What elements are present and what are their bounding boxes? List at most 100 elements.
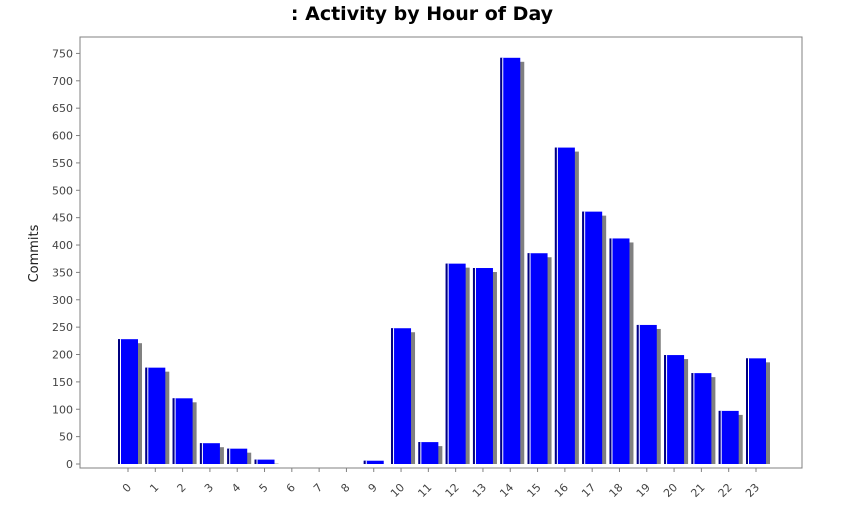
bar xyxy=(554,147,575,465)
x-tick-label: 18 xyxy=(607,481,626,500)
y-tick-label: 250 xyxy=(52,321,73,334)
x-tick-label: 22 xyxy=(716,481,735,500)
bar-edge xyxy=(500,57,503,465)
bar-edge xyxy=(199,443,202,464)
bar xyxy=(691,373,712,464)
bar-edge xyxy=(527,253,530,464)
bar-highlight xyxy=(174,398,176,464)
y-tick-label: 500 xyxy=(52,184,73,197)
y-tick-label: 50 xyxy=(59,431,73,444)
bar-edge xyxy=(418,442,421,464)
bar xyxy=(746,358,766,464)
bar xyxy=(418,442,439,464)
bar-edge xyxy=(363,460,366,464)
bar-highlight xyxy=(556,147,558,465)
bar-edge xyxy=(472,268,475,464)
bar-edge xyxy=(609,238,612,464)
bar-highlight xyxy=(748,358,749,464)
y-tick-label: 700 xyxy=(52,75,73,88)
bar xyxy=(363,460,384,464)
x-tick-label: 20 xyxy=(661,481,680,500)
x-tick-label: 8 xyxy=(338,481,352,495)
bar xyxy=(527,253,548,464)
bars xyxy=(118,57,770,465)
y-axis: 0 50 100 150 200 250 300 350 400 450 500 550 600 650 7… xyxy=(52,37,81,471)
bar-edge xyxy=(691,373,694,464)
bar-edge xyxy=(391,328,394,464)
x-tick-label: 10 xyxy=(388,481,407,500)
x-tick-label: 14 xyxy=(497,481,516,500)
bar-edge xyxy=(636,324,639,464)
y-tick-label: 400 xyxy=(52,239,73,252)
bar-highlight xyxy=(229,448,231,464)
bar xyxy=(636,324,657,464)
bar-highlight xyxy=(256,459,258,464)
bar-edge xyxy=(445,263,448,464)
y-tick-label: 100 xyxy=(52,403,73,416)
x-tick-label: 15 xyxy=(525,481,544,500)
bar-highlight xyxy=(693,373,695,464)
y-axis-title: Commits xyxy=(27,224,42,282)
bar-highlight xyxy=(420,442,422,464)
x-tick-label: 1 xyxy=(147,481,161,495)
x-tick-label: 19 xyxy=(634,481,653,500)
bar-highlight xyxy=(447,263,449,464)
bar-highlight xyxy=(611,238,613,464)
y-tick-label: 600 xyxy=(52,130,73,143)
y-tick-label: 300 xyxy=(52,294,73,307)
x-tick-label: 4 xyxy=(229,481,243,495)
bar-highlight xyxy=(201,443,203,464)
y-tick-label: 0 xyxy=(66,458,73,471)
bar-highlight xyxy=(720,410,722,464)
bar-edge xyxy=(746,358,748,464)
x-tick-label: 2 xyxy=(175,481,189,495)
bar-highlight xyxy=(393,328,395,464)
bar-edge xyxy=(254,459,257,464)
bar xyxy=(391,328,412,464)
bar xyxy=(718,410,739,464)
bar xyxy=(445,263,466,464)
bar-highlight xyxy=(584,211,586,464)
bar-edge xyxy=(227,448,230,464)
bar-edge xyxy=(582,211,585,464)
bar xyxy=(582,211,603,464)
bar xyxy=(254,459,275,464)
bar xyxy=(664,355,685,464)
x-tick-label: 3 xyxy=(202,481,216,495)
x-tick-label: 6 xyxy=(284,481,298,495)
x-tick-label: 17 xyxy=(579,481,598,500)
chart-title: : Activity by Hour of Day xyxy=(290,3,554,25)
x-tick-label: 11 xyxy=(415,481,434,500)
bar-highlight xyxy=(502,57,504,465)
bar-highlight xyxy=(365,460,367,464)
bar xyxy=(227,448,248,464)
y-tick-label: 450 xyxy=(52,212,73,225)
x-tick-label: 21 xyxy=(688,481,707,500)
bar xyxy=(172,398,193,464)
bar-edge xyxy=(145,367,148,464)
bar-edge xyxy=(664,355,667,464)
bar-highlight xyxy=(120,339,121,464)
bar-highlight xyxy=(666,355,668,464)
bar-edge xyxy=(172,398,175,464)
bar xyxy=(145,367,166,464)
x-tick-label: 16 xyxy=(552,481,571,500)
bar-highlight xyxy=(474,268,476,464)
x-tick-label: 12 xyxy=(443,481,462,500)
bar-edge xyxy=(554,147,557,465)
x-tick-label: 7 xyxy=(311,481,325,495)
x-tick-label: 5 xyxy=(257,481,271,495)
y-tick-label: 150 xyxy=(52,376,73,389)
bar-edge xyxy=(118,339,120,464)
bar xyxy=(500,57,521,465)
y-tick-label: 550 xyxy=(52,157,73,170)
bar-edge xyxy=(718,410,721,464)
x-tick-label: 0 xyxy=(120,481,134,495)
y-tick-label: 350 xyxy=(52,266,73,279)
bar xyxy=(609,238,630,464)
bar xyxy=(118,339,138,464)
bar-highlight xyxy=(147,367,149,464)
x-tick-label: 9 xyxy=(366,481,380,495)
x-axis: 0 1 2 3 4 5 6 7 8 9 10 11 12 13 14 15 16 17 18 19 20 21 22 23 xyxy=(80,467,802,500)
